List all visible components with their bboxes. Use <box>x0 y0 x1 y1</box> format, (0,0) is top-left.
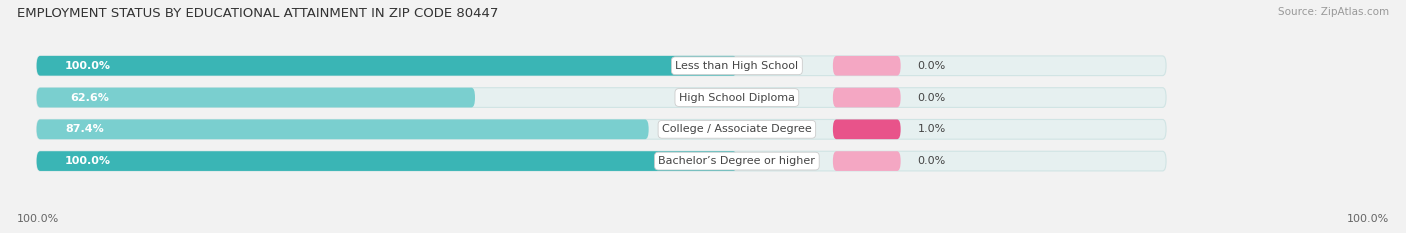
FancyBboxPatch shape <box>832 56 901 76</box>
FancyBboxPatch shape <box>37 120 1166 139</box>
FancyBboxPatch shape <box>37 88 475 107</box>
FancyBboxPatch shape <box>832 151 901 171</box>
Text: Bachelor’s Degree or higher: Bachelor’s Degree or higher <box>658 156 815 166</box>
FancyBboxPatch shape <box>37 56 1166 76</box>
Text: 0.0%: 0.0% <box>918 156 946 166</box>
FancyBboxPatch shape <box>37 88 1166 107</box>
Text: 87.4%: 87.4% <box>65 124 104 134</box>
Text: 100.0%: 100.0% <box>65 61 111 71</box>
Text: EMPLOYMENT STATUS BY EDUCATIONAL ATTAINMENT IN ZIP CODE 80447: EMPLOYMENT STATUS BY EDUCATIONAL ATTAINM… <box>17 7 498 20</box>
Text: 0.0%: 0.0% <box>918 93 946 103</box>
Text: College / Associate Degree: College / Associate Degree <box>662 124 811 134</box>
FancyBboxPatch shape <box>37 120 648 139</box>
Text: Source: ZipAtlas.com: Source: ZipAtlas.com <box>1278 7 1389 17</box>
Text: 100.0%: 100.0% <box>65 156 111 166</box>
FancyBboxPatch shape <box>37 56 737 76</box>
FancyBboxPatch shape <box>832 120 901 139</box>
Legend: In Labor Force, Unemployed: In Labor Force, Unemployed <box>598 230 808 233</box>
Text: Less than High School: Less than High School <box>675 61 799 71</box>
Text: High School Diploma: High School Diploma <box>679 93 794 103</box>
FancyBboxPatch shape <box>37 151 737 171</box>
Text: 100.0%: 100.0% <box>17 214 59 224</box>
Text: 1.0%: 1.0% <box>918 124 946 134</box>
Text: 62.6%: 62.6% <box>70 93 110 103</box>
Text: 100.0%: 100.0% <box>1347 214 1389 224</box>
FancyBboxPatch shape <box>37 151 1166 171</box>
Text: 0.0%: 0.0% <box>918 61 946 71</box>
FancyBboxPatch shape <box>832 88 901 107</box>
